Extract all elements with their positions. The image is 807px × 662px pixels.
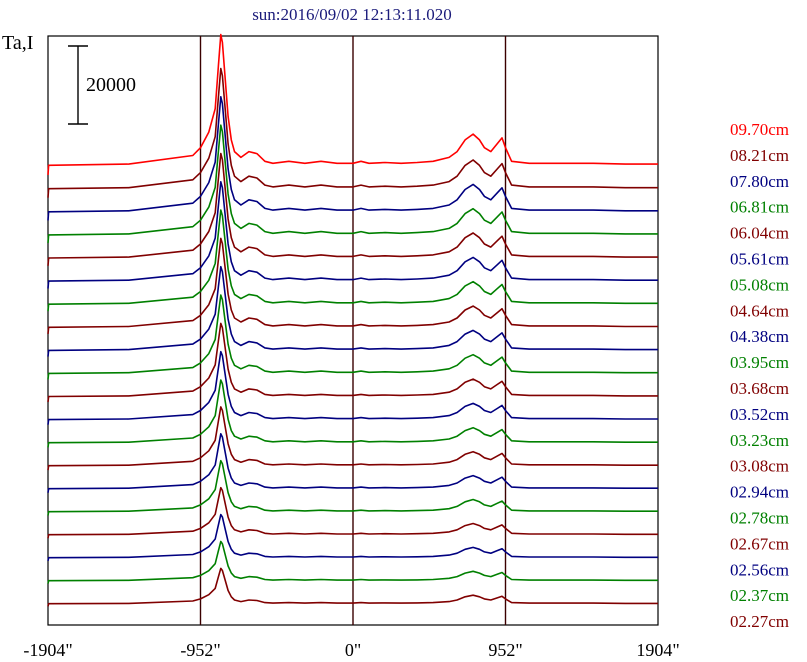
legend-entry: 03.68cm xyxy=(730,379,789,398)
series-lines xyxy=(47,33,658,607)
series-line xyxy=(47,152,658,266)
series-line xyxy=(47,124,658,244)
legend-entry: 05.61cm xyxy=(730,250,789,269)
series-line xyxy=(47,322,658,403)
x-tick-label: 952" xyxy=(488,640,522,660)
legend-entry: 02.56cm xyxy=(730,560,789,579)
series-line xyxy=(47,265,658,357)
series-line xyxy=(47,379,658,448)
legend-entry: 02.27cm xyxy=(730,612,789,631)
legend-entry: 03.23cm xyxy=(730,431,789,450)
legend-entry: 03.52cm xyxy=(730,405,789,424)
series-line xyxy=(47,67,658,198)
legend-entry: 09.70cm xyxy=(730,120,789,139)
legend-entry: 03.95cm xyxy=(730,353,789,372)
legend-entry: 04.64cm xyxy=(730,301,789,320)
x-tick-label: 1904" xyxy=(636,640,679,660)
legend-entry: 02.94cm xyxy=(730,483,789,502)
legend-entry: 02.78cm xyxy=(730,509,789,528)
series-line xyxy=(47,33,658,176)
x-axis-tick-labels: -1904" -952" 0" 952" 1904" xyxy=(23,640,679,660)
series-line xyxy=(47,433,658,493)
series-line xyxy=(47,181,658,289)
series-line xyxy=(47,513,658,562)
legend-entry: 02.37cm xyxy=(730,586,789,605)
scale-bar-label: 20000 xyxy=(86,74,136,96)
legend: 09.70cm 08.21cm 07.80cm 06.81cm 06.04cm 05.61… xyxy=(730,120,789,631)
series-line xyxy=(47,209,658,312)
vertical-reference-lines xyxy=(199,36,507,625)
legend-entry: 08.21cm xyxy=(730,146,789,165)
series-line xyxy=(47,406,658,471)
legend-entry: 07.80cm xyxy=(730,172,789,191)
x-tick-label: -1904" xyxy=(23,640,72,660)
x-tick-label: 0" xyxy=(345,640,361,660)
legend-entry: 05.08cm xyxy=(730,275,789,294)
legend-entry: 06.04cm xyxy=(730,224,789,243)
series-line xyxy=(47,540,658,584)
legend-entry: 03.08cm xyxy=(730,457,789,476)
series-line xyxy=(47,96,658,221)
x-tick-label: -952" xyxy=(180,640,220,660)
chart-title: sun:2016/09/02 12:13:11.020 xyxy=(252,5,452,24)
legend-entry: 04.38cm xyxy=(730,327,789,346)
series-line xyxy=(47,459,658,516)
scale-bar: 20000 xyxy=(68,45,136,125)
series-line xyxy=(47,294,658,380)
series-line xyxy=(47,567,658,607)
series-line xyxy=(47,350,658,425)
series-line xyxy=(47,237,658,334)
y-axis-label: Ta,I xyxy=(2,32,33,54)
series-line xyxy=(47,486,658,539)
legend-entry: 02.67cm xyxy=(730,534,789,553)
legend-entry: 06.81cm xyxy=(730,198,789,217)
